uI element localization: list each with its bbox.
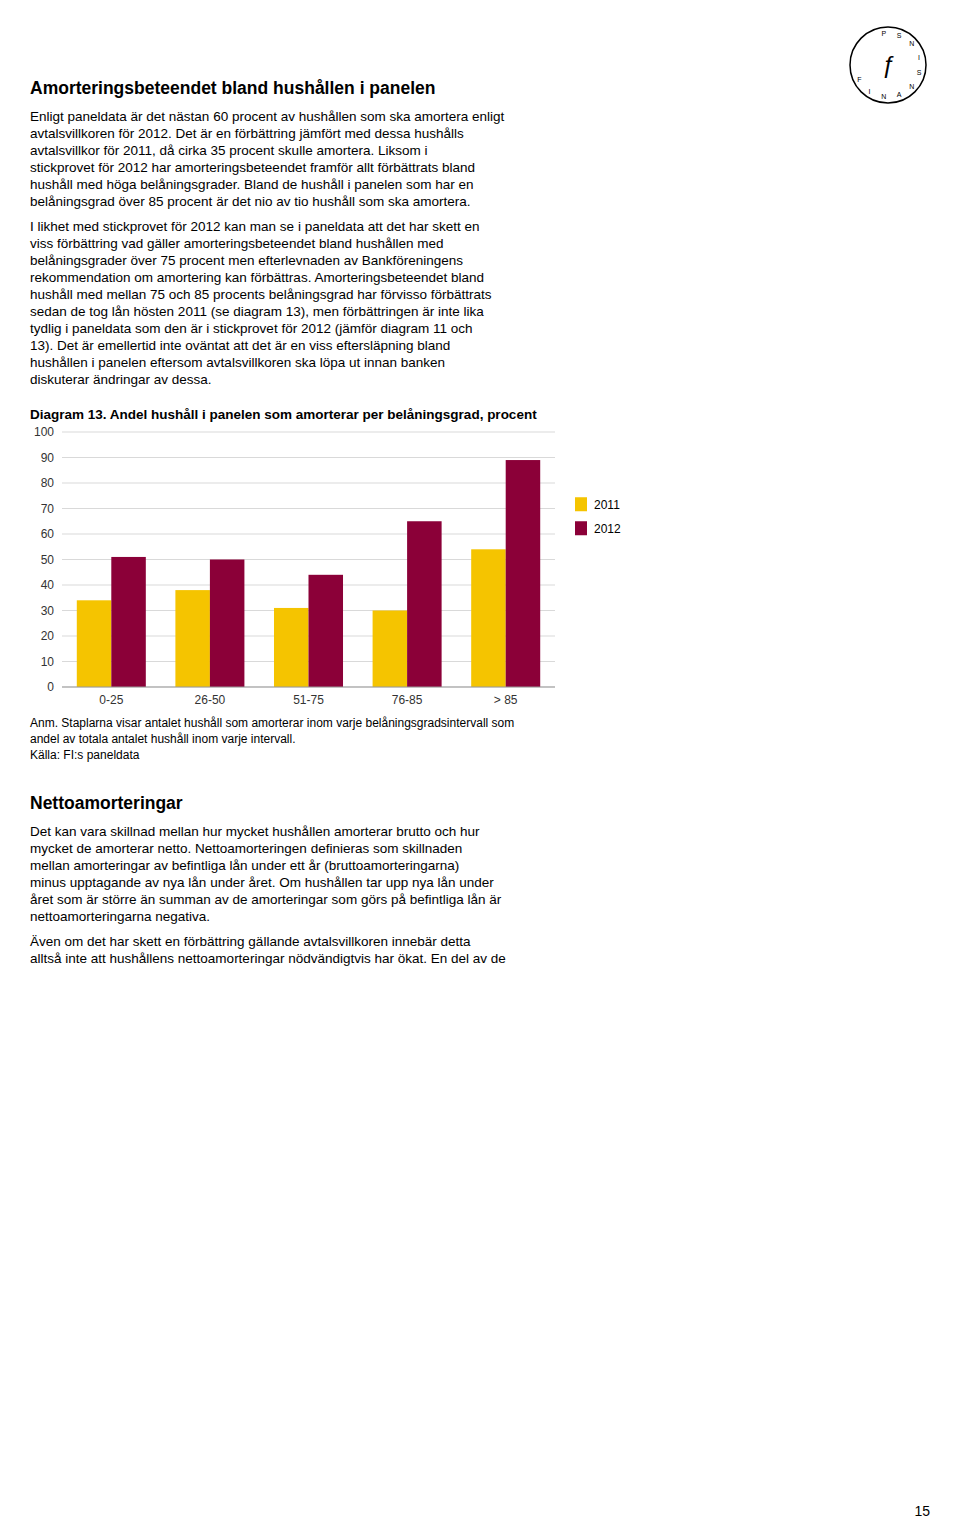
- y-tick-label: 70: [41, 502, 55, 516]
- annotation: Källa: FI:s paneldata: [30, 748, 140, 762]
- logo-letter: A: [897, 91, 902, 98]
- bar: [111, 557, 146, 687]
- logo: ƒFINANSINSP: [850, 27, 926, 103]
- body-text: alltså inte att hushållens nettoamorteri…: [30, 951, 506, 966]
- body-text: Även om det har skett en förbättring gäl…: [30, 934, 471, 949]
- x-tick-label: > 85: [494, 693, 518, 707]
- logo-letter: P: [882, 30, 887, 37]
- chart: 0 10 20 30 40 50 60 70 80 90 100 0-25 26-50 51-75 76-8…: [34, 425, 621, 707]
- body-text: rekommendation om amortering kan förbätt…: [30, 270, 484, 285]
- bar: [210, 560, 245, 688]
- x-tick-label: 51-75: [293, 693, 324, 707]
- body-text: året som är större än summan av de amort…: [30, 892, 502, 907]
- body-text: stickprovet för 2012 har amorteringsbete…: [30, 160, 475, 175]
- page: ƒFINANSINSPAmorteringsbeteendet bland hu…: [0, 0, 960, 1538]
- logo-ring: [850, 27, 926, 103]
- bars: [77, 460, 540, 687]
- y-tick-label: 80: [41, 476, 55, 490]
- legend: 2011 2012: [575, 497, 621, 536]
- logo-letter: S: [917, 69, 922, 76]
- body-text: avtalsvillkoren för 2012. Det är en förb…: [30, 126, 464, 141]
- annotation: Anm. Staplarna visar antalet hushåll som…: [30, 716, 514, 730]
- body-text: hushåll med mellan 75 och 85 procents be…: [30, 287, 492, 302]
- body-text: mellan amorteringar av befintliga lån un…: [30, 858, 459, 873]
- legend-label: 2012: [594, 522, 621, 536]
- grid-line: [62, 457, 555, 458]
- grid-line: [62, 687, 555, 688]
- body-text: belåningsgrad över 85 procent är det nio…: [30, 194, 471, 209]
- body-text: diskuterar ändringar av dessa.: [30, 372, 212, 387]
- y-tick-label: 30: [41, 604, 55, 618]
- bar: [175, 590, 210, 687]
- body-text: mycket de amorterar netto. Nettoamorteri…: [30, 841, 462, 856]
- grid-line: [62, 508, 555, 509]
- logo-ring-text: FINANSINSP: [857, 30, 921, 100]
- body-text: I likhet med stickprovet för 2012 kan ma…: [30, 219, 480, 234]
- y-tick-label: 10: [41, 655, 55, 669]
- grid-line: [62, 432, 555, 433]
- chart-title: Diagram 13. Andel hushåll i panelen som …: [30, 407, 537, 422]
- bar: [471, 549, 506, 687]
- body-text: Det kan vara skillnad mellan hur mycket …: [30, 824, 480, 839]
- body-text: minus upptagande av nya lån under året. …: [30, 875, 494, 890]
- bar: [373, 611, 408, 688]
- y-tick-label: 90: [41, 451, 55, 465]
- section-title: Nettoamorteringar: [30, 793, 183, 813]
- bar: [274, 608, 309, 687]
- bar: [506, 460, 541, 687]
- logo-letter: F: [857, 76, 861, 83]
- body-text: hushållen i panelen eftersom avtalsvillk…: [30, 355, 445, 370]
- x-tick-label: 26-50: [195, 693, 226, 707]
- body-text: sedan de tog lån hösten 2011 (se diagram…: [30, 304, 484, 319]
- x-tick-label: 76-85: [392, 693, 423, 707]
- logo-mark: ƒ: [881, 51, 894, 78]
- y-tick-label: 0: [47, 680, 54, 694]
- legend-label: 2011: [594, 498, 620, 512]
- body-text: 13). Det är emellertid inte oväntat att …: [30, 338, 450, 353]
- legend-swatch: [575, 497, 587, 511]
- logo-letter: I: [918, 54, 920, 61]
- body-text: hushåll med höga belåningsgrader. Bland …: [30, 177, 474, 192]
- page-number: 15: [914, 1503, 930, 1519]
- y-tick-label: 100: [34, 425, 54, 439]
- body-text: viss förbättring vad gäller amorteringsb…: [30, 236, 444, 251]
- y-tick-label: 20: [41, 629, 55, 643]
- logo-letter: N: [909, 83, 914, 90]
- body-text: avtalsvillkor för 2011, då cirka 35 proc…: [30, 143, 427, 158]
- logo-letter: N: [909, 40, 914, 47]
- legend-swatch: [575, 521, 587, 535]
- bar: [309, 575, 344, 687]
- body-text: belåningsgrader över 75 procent men efte…: [30, 253, 463, 268]
- x-tick-label: 0-25: [99, 693, 123, 707]
- logo-letter: S: [897, 32, 902, 39]
- y-tick-label: 50: [41, 553, 55, 567]
- background: [0, 0, 960, 1538]
- body-text: Enligt paneldata är det nästan 60 procen…: [30, 109, 505, 124]
- grid-line: [62, 483, 555, 484]
- y-tick-label: 60: [41, 527, 55, 541]
- logo-letter: N: [881, 93, 886, 100]
- body-text: tydlig i paneldata som den är i stickpro…: [30, 321, 472, 336]
- bar: [77, 600, 112, 687]
- annotation: andel av totala antalet hushåll inom var…: [30, 732, 296, 746]
- title: Amorteringsbeteendet bland hushållen i p…: [30, 78, 435, 98]
- bar: [407, 521, 442, 687]
- y-tick-label: 40: [41, 578, 55, 592]
- logo-letter: I: [869, 88, 871, 95]
- x-axis: [62, 687, 555, 688]
- grid-line: [62, 534, 555, 535]
- body-text: nettoamorteringarna negativa.: [30, 909, 210, 924]
